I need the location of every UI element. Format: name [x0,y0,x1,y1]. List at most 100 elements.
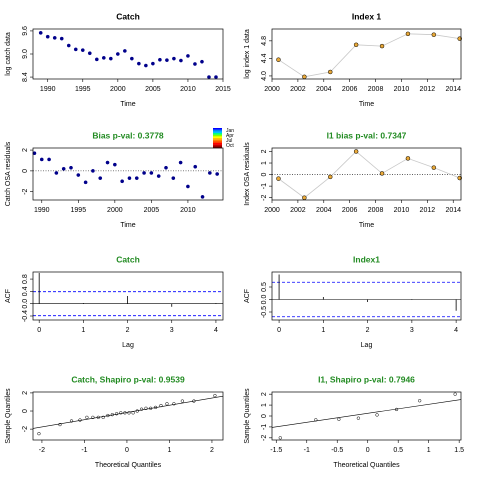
point [165,402,169,406]
point [302,195,307,200]
x-tick-label: 1.5 [454,447,464,454]
x-tick-label: 2010 [394,86,410,93]
qq-line [33,395,223,429]
y-tick-label: 4.4 [261,53,268,63]
point [171,176,176,181]
point [179,58,183,63]
panel-title: Catch, Shapiro p-val: 0.9539 [71,374,185,384]
x-tick-label: 2006 [342,86,358,93]
x-tick-label: 2000 [110,86,126,93]
y-tick-label: 1 [261,403,268,407]
series-line [278,33,460,78]
y-tick-label: 9.0 [22,49,29,59]
point [180,399,185,403]
panel-title: I1, Shapiro p-val: 0.7946 [318,374,415,384]
point [80,48,85,53]
point [186,184,190,189]
point [214,75,218,79]
point [123,411,127,415]
y-tick-label: 1 [261,161,268,165]
point [178,160,183,165]
point [192,399,196,403]
colorbar-cell [213,139,222,142]
y-tick-label: 0.8 [22,274,29,284]
colorbar-cell [213,138,222,140]
point [66,43,71,48]
x-tick-label: 1 [167,447,171,454]
x-axis-label: Time [120,101,135,108]
y-tick-label: -2 [22,426,29,432]
point [405,156,411,161]
qq-line [272,399,461,428]
x-tick-label: 2004 [316,86,332,93]
x-tick-label: -2 [39,447,45,454]
x-tick-label: 1 [427,447,431,454]
y-axis-label: Catch OSA residuals [5,141,12,206]
point [328,69,333,75]
x-tick-label: -1 [81,447,87,454]
x-tick-label: 2005 [145,86,161,93]
x-tick-label: 1990 [40,86,56,93]
point [47,157,51,162]
x-tick-label: 4 [454,327,458,334]
point [91,169,95,173]
x-tick-label: 1995 [71,207,87,214]
x-tick-label: 0.5 [393,447,403,454]
x-axis-label: Theoretical Quantiles [333,462,400,469]
x-tick-label: 2000 [264,207,280,214]
x-tick-label: 2002 [290,207,306,214]
x-tick-label: 0 [125,447,129,454]
panel-title: Index1 [353,254,380,264]
point [39,157,44,162]
point [186,54,190,58]
point [119,411,123,415]
point [139,407,144,411]
point [94,57,99,62]
point [353,149,359,154]
point [215,172,220,176]
colorbar-label: Jan [226,128,234,134]
point [69,419,74,423]
x-tick-label: 1 [81,327,85,334]
x-tick-label: 2010 [180,207,196,214]
point [172,56,176,61]
point [379,171,385,176]
x-axis-label: Lag [122,342,134,349]
x-tick-label: -1 [304,447,310,454]
colorbar-cell [213,143,222,145]
point [276,57,281,62]
point [52,35,57,40]
point [314,418,318,422]
colorbar-cell [213,128,222,130]
x-tick-label: 1 [321,327,325,334]
series-line [278,150,460,199]
y-tick-label: 4.0 [261,71,268,81]
point [69,165,73,170]
colorbar-cell [213,129,222,132]
y-axis-label: log catch data [5,32,12,76]
x-axis-label: Theoretical Quantiles [95,462,162,469]
point [83,180,88,185]
x-tick-label: 1995 [75,86,91,93]
x-tick-label: 2005 [144,207,160,214]
y-tick-label: 0 [22,409,29,413]
x-tick-label: 2 [366,327,370,334]
point [114,412,119,416]
plot-frame [271,391,462,441]
point [106,413,110,418]
panel-title: Index 1 [352,11,382,21]
point [112,162,117,167]
point [337,417,341,421]
y-tick-label: -0.4 [22,310,29,322]
y-tick-label: -0.5 [261,306,268,318]
x-tick-label: 1990 [34,207,50,214]
y-axis-label: Index OSA residuals [244,142,251,206]
x-tick-label: 2000 [107,207,123,214]
point [110,412,114,417]
y-tick-label: 0.5 [261,282,268,292]
y-axis-label: ACF [244,289,251,303]
x-tick-label: 3 [410,327,414,334]
x-axis-label: Time [359,101,374,108]
